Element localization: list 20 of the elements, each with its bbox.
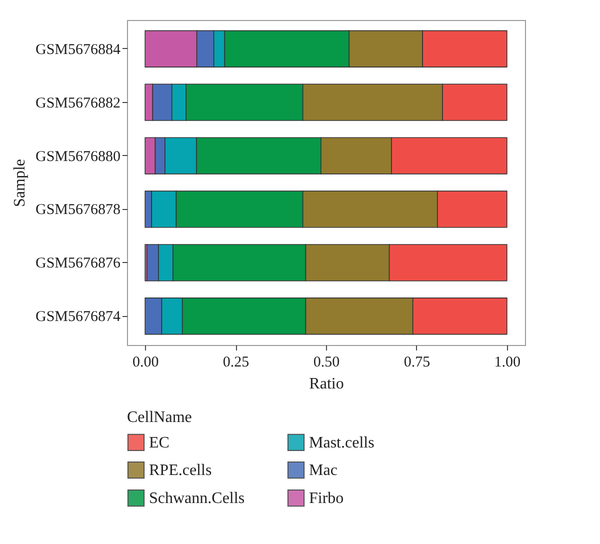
legend-label: Schwann.Cells — [149, 490, 245, 507]
x-tick-label: 0.50 — [313, 354, 340, 370]
y-axis-title: Sample — [11, 159, 28, 207]
y-tick-label: GSM5676880 — [35, 148, 120, 165]
y-tick-label: GSM5676874 — [35, 309, 121, 326]
x-tick-label: 0.75 — [404, 354, 430, 370]
x-tick-label: 0.25 — [222, 354, 250, 370]
legend-label: EC — [149, 434, 170, 452]
x-tick-label: 1.00 — [494, 354, 521, 370]
legend-label: Firbo — [309, 490, 344, 507]
x-axis-title: Ratio — [309, 376, 344, 392]
x-tick-label: 0.00 — [132, 354, 159, 370]
legend-label: RPE.cells — [149, 462, 212, 479]
legend-label: Mast.cells — [309, 434, 374, 452]
y-tick-label: GSM5676878 — [35, 202, 120, 218]
legend-label: Mac — [309, 462, 338, 479]
y-tick-label: GSM5676876 — [35, 256, 121, 272]
legend-title: CellName — [127, 409, 192, 426]
y-tick-label: GSM5676882 — [35, 95, 120, 112]
y-tick-label: GSM5676884 — [35, 42, 121, 58]
